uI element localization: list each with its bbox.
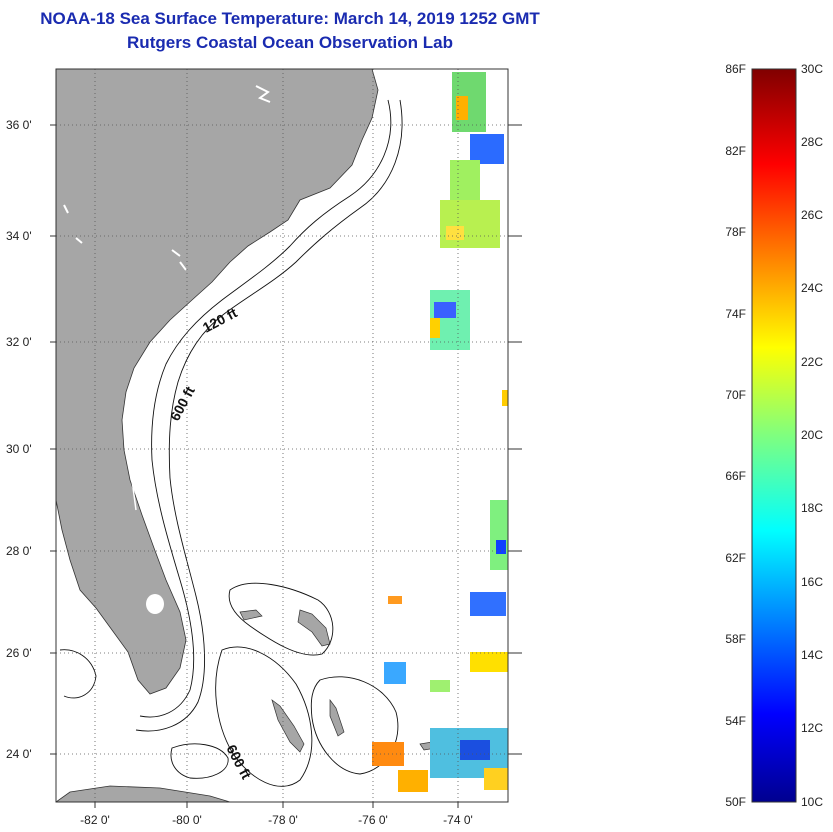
colorbar-label-82f: 82F — [725, 144, 746, 158]
lat-label-24: 24 0' — [6, 747, 32, 761]
lat-lon-grid — [56, 69, 508, 802]
lat-label-30: 30 0' — [6, 442, 32, 456]
depth-contours — [59, 99, 403, 787]
lat-label-36: 36 0' — [6, 118, 32, 132]
colorbar-label-16c: 16C — [801, 575, 823, 589]
colorbar-label-30c: 30C — [801, 62, 823, 76]
colorbar-label-12c: 12C — [801, 721, 823, 735]
map-title: NOAA-18 Sea Surface Temperature: March 1… — [40, 9, 540, 28]
colorbar-label-14c: 14C — [801, 648, 823, 662]
colorbar-label-28c: 28C — [801, 135, 823, 149]
us-landmass — [56, 69, 379, 695]
colorbar-label-26c: 26C — [801, 208, 823, 222]
cuba-landmass — [56, 785, 231, 802]
colorbar-c-labels: 30C 28C 26C 24C 22C 20C 18C 16C 14C 12C … — [801, 62, 823, 809]
colorbar-label-78f: 78F — [725, 225, 746, 239]
colorbar-label-24c: 24C — [801, 281, 823, 295]
lat-label-32: 32 0' — [6, 335, 32, 349]
colorbar-label-22c: 22C — [801, 355, 823, 369]
lon-label-74: -74 0' — [443, 813, 473, 827]
colorbar-label-18c: 18C — [801, 501, 823, 515]
colorbar-label-54f: 54F — [725, 714, 746, 728]
lat-label-26: 26 0' — [6, 646, 32, 660]
temperature-colorbar — [751, 68, 797, 803]
colorbar-label-20c: 20C — [801, 428, 823, 442]
colorbar-f-labels: 86F 82F 78F 74F 70F 66F 62F 58F 54F 50F — [725, 62, 746, 809]
map-subtitle: Rutgers Coastal Ocean Observation Lab — [127, 33, 453, 52]
lon-label-80: -80 0' — [172, 813, 202, 827]
colorbar-label-58f: 58F — [725, 632, 746, 646]
lon-label-78: -78 0' — [268, 813, 298, 827]
lat-label-34: 34 0' — [6, 229, 32, 243]
colorbar-label-74f: 74F — [725, 307, 746, 321]
colorbar-label-86f: 86F — [725, 62, 746, 76]
lake-okeechobee — [146, 594, 164, 614]
map-frame — [55, 68, 509, 803]
lat-label-28: 28 0' — [6, 544, 32, 558]
colorbar-label-10c: 10C — [801, 795, 823, 809]
colorbar-label-70f: 70F — [725, 388, 746, 402]
lon-label-76: -76 0' — [358, 813, 388, 827]
colorbar-label-66f: 66F — [725, 469, 746, 483]
bahamas-islands — [239, 609, 437, 753]
colorbar-label-50f: 50F — [725, 795, 746, 809]
colorbar-label-62f: 62F — [725, 551, 746, 565]
lon-label-82: -82 0' — [80, 813, 110, 827]
axis-ticks — [50, 124, 522, 808]
